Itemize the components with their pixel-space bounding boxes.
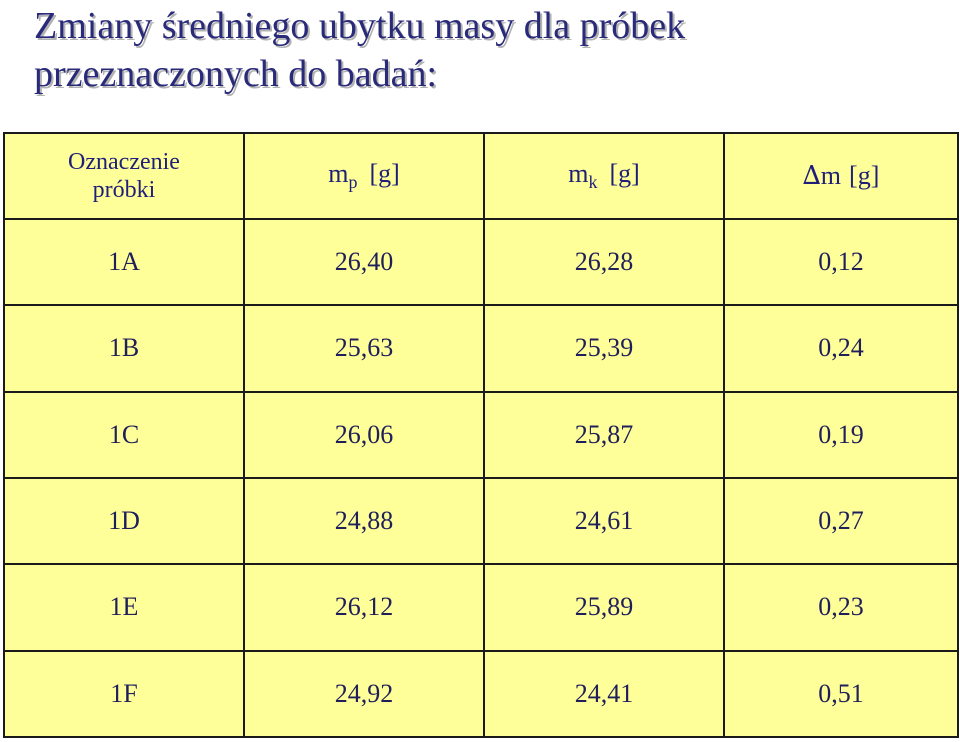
- cell-mk: 26,28: [483, 217, 725, 307]
- header-mk-unit: [g]: [609, 159, 640, 188]
- header-dm-delta: ∆: [802, 161, 821, 191]
- cell-sample: 1D: [3, 476, 245, 566]
- cell-mp: 25,63: [243, 304, 485, 393]
- header-mk: mk [g]: [483, 132, 725, 220]
- cell-sample: 1A: [3, 217, 245, 307]
- header-sample: Oznaczenie próbki: [3, 132, 245, 220]
- cell-mk: 24,41: [483, 649, 725, 739]
- mass-loss-table: Oznaczenie próbki mp [g] mk [g] ∆m [g] 1A 2…: [3, 132, 959, 739]
- cell-mp: 24,92: [243, 649, 485, 739]
- header-dm-unit: [g]: [849, 161, 880, 190]
- cell-sample: 1B: [3, 304, 245, 393]
- cell-mk: 25,87: [483, 390, 725, 479]
- header-mk-symbol: m: [568, 159, 589, 188]
- header-mp-unit: [g]: [369, 159, 400, 188]
- cell-mk: 24,61: [483, 476, 725, 566]
- header-mk-subscript: k: [588, 172, 598, 192]
- slide-title: Zmiany średniego ubytku masy dla próbek …: [34, 2, 954, 98]
- header-sample-line-1: Oznaczenie: [68, 149, 180, 175]
- header-mp-symbol: m: [328, 159, 349, 188]
- cell-mp: 26,06: [243, 390, 485, 479]
- header-mp-subscript: p: [348, 172, 358, 192]
- cell-mp: 26,12: [243, 563, 485, 652]
- table-row: 1C 26,06 25,87 0,19: [3, 390, 959, 479]
- cell-dm: 0,23: [723, 563, 959, 652]
- cell-sample: 1F: [3, 649, 245, 739]
- cell-sample: 1E: [3, 563, 245, 652]
- cell-mp: 26,40: [243, 217, 485, 307]
- table-row: 1E 26,12 25,89 0,23: [3, 563, 959, 652]
- table-header-row: Oznaczenie próbki mp [g] mk [g] ∆m [g]: [3, 132, 959, 220]
- cell-dm: 0,24: [723, 304, 959, 393]
- slide-title-line-1: Zmiany średniego ubytku masy dla próbek: [34, 5, 686, 47]
- header-sample-line-2: próbki: [92, 177, 156, 203]
- table-row: 1A 26,40 26,28 0,12: [3, 217, 959, 307]
- table-row: 1B 25,63 25,39 0,24: [3, 304, 959, 393]
- table-row: 1D 24,88 24,61 0,27: [3, 476, 959, 566]
- slide-title-line-2: przeznaczonych do badań:: [34, 53, 438, 95]
- cell-mp: 24,88: [243, 476, 485, 566]
- cell-mk: 25,39: [483, 304, 725, 393]
- cell-dm: 0,19: [723, 390, 959, 479]
- header-dm: ∆m [g]: [723, 132, 959, 220]
- header-mp: mp [g]: [243, 132, 485, 220]
- table-row: 1F 24,92 24,41 0,51: [3, 649, 959, 739]
- cell-dm: 0,27: [723, 476, 959, 566]
- cell-dm: 0,12: [723, 217, 959, 307]
- cell-mk: 25,89: [483, 563, 725, 652]
- header-dm-symbol: m: [820, 161, 842, 190]
- cell-dm: 0,51: [723, 649, 959, 739]
- cell-sample: 1C: [3, 390, 245, 479]
